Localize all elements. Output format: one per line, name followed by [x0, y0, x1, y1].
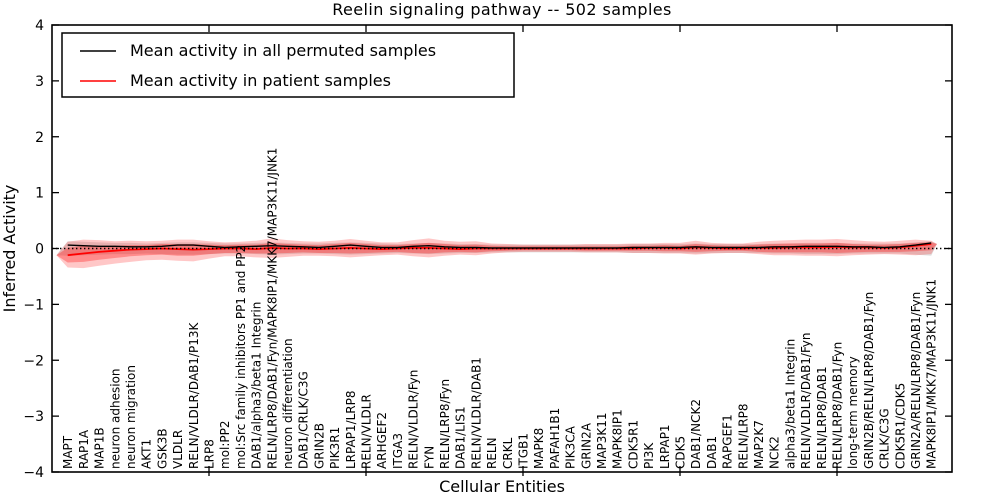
- y-tick-label: −1: [23, 297, 44, 313]
- x-entity-label: DAB1/NCK2: [689, 399, 703, 469]
- x-entity-label: VLDLR: [171, 430, 185, 469]
- x-entity-label: CDK5: [674, 436, 688, 469]
- x-entity-label: RELN/VLDLR/DAB1/P13K: [187, 322, 201, 469]
- permuted-mean-line: [67, 242, 932, 249]
- x-entity-label: RELN/LRP8/DAB1: [815, 366, 829, 469]
- x-entity-label: ARHGEF2: [375, 412, 389, 469]
- x-entity-label: RELN/LRP8: [736, 403, 750, 469]
- x-entity-label: neuron migration: [124, 365, 138, 469]
- x-entity-label: GRIN2B/RELN/LRP8/DAB1/Fyn: [862, 292, 876, 469]
- x-entity-label: ITGB1: [517, 433, 531, 469]
- chart-title: Reelin signaling pathway -- 502 samples: [332, 0, 672, 19]
- y-tick-label: −4: [23, 465, 44, 481]
- y-tick-label: 2: [35, 130, 44, 146]
- axes-frame: [51, 24, 953, 473]
- x-entity-label: RELN/LRP8/DAB1/Fyn/MAPK8IP1/MKK7/MAP3K11…: [265, 148, 279, 469]
- x-entity-label: RELN/VLDLR/Fyn: [407, 370, 421, 469]
- x-entity-label: PI3K: [642, 442, 656, 469]
- x-entity-label: ITGA3: [391, 433, 405, 469]
- x-entity-label: mol:PP2: [218, 420, 232, 469]
- x-entity-label: DAB1: [705, 436, 719, 469]
- x-entity-label: DAB1/alpha3/beta1 Integrin: [250, 302, 264, 469]
- legend-box: [61, 32, 515, 98]
- legend-label-patient-samples: Mean activity in patient samples: [130, 71, 391, 90]
- x-entity-label: MAPK8IP1: [611, 409, 625, 469]
- y-tick-label: 4: [35, 18, 44, 34]
- x-entity-label: mol:Src family inhibitors PP1 and PP2: [234, 245, 248, 469]
- y-tick-label: −3: [23, 409, 44, 425]
- x-entity-label: MAP2K7: [752, 420, 766, 469]
- x-entity-label: PIK3R1: [328, 427, 342, 469]
- y-axis-label: Inferred Activity: [0, 185, 19, 313]
- x-entity-label: RAP1A: [77, 429, 91, 469]
- x-entity-label: CDK5R1: [626, 420, 640, 469]
- y-tick-label: 0: [35, 242, 44, 258]
- x-entity-label: MAP3K11: [595, 412, 609, 469]
- x-entity-label: FYN: [422, 446, 436, 469]
- x-entity-label: RELN/VLDLR/DAB1/Fyn: [799, 333, 813, 469]
- x-entity-label: alpha3/beta1 Integrin: [783, 339, 797, 469]
- x-entity-label: RELN/VLDLR: [360, 394, 374, 469]
- x-entity-label: long-term memory: [846, 356, 860, 469]
- x-entity-label: GRIN2A: [579, 422, 593, 469]
- x-axis-label: Cellular Entities: [439, 477, 565, 496]
- x-entity-label: CDK5R1/CDK5: [893, 383, 907, 469]
- x-entity-label: MAPT: [61, 435, 75, 469]
- x-entity-label: neuron adhesion: [108, 368, 122, 469]
- x-entity-label: CRKL: [501, 437, 515, 469]
- legend-label-permuted-samples: Mean activity in all permuted samples: [130, 41, 436, 60]
- x-entity-label: DAB1/LIS1: [454, 406, 468, 469]
- x-entity-label: GSK3B: [155, 428, 169, 469]
- x-entity-label: LRPAP1: [658, 424, 672, 469]
- x-entity-label: MAPK8: [532, 428, 546, 469]
- plot-area: 4 3 2 1 0 −1 −2 −3 −4 MAPT RAP1A MAP1B neuron adhesi…: [23, 18, 952, 481]
- x-entity-label: RELN/LRP8/DAB1/Fyn: [831, 342, 845, 469]
- x-entity-label: RELN: [485, 437, 499, 469]
- x-entity-label: MAP1B: [93, 427, 107, 469]
- x-entity-label: LRP8: [203, 439, 217, 469]
- y-tick-label: 3: [35, 74, 44, 90]
- x-entity-label: NCK2: [768, 436, 782, 469]
- x-entity-label: PAFAH1B1: [548, 408, 562, 469]
- x-entity-label: GRIN2A/RELN/LRP8/DAB1/Fyn: [909, 292, 923, 469]
- x-entity-label: DAB1/CRLK/C3G: [297, 371, 311, 469]
- x-entity-label: MAPK8IP1/MKK7/MAP3K11/JNK1: [925, 279, 939, 469]
- y-tick-label: 1: [35, 186, 44, 202]
- x-entity-label: LRPAP1/LRP8: [344, 390, 358, 469]
- x-entity-label: CRLK/C3G: [878, 408, 892, 469]
- x-entity-label: neuron differentiation: [281, 338, 295, 469]
- x-entity-label: PIK3CA: [564, 425, 578, 469]
- x-entity-label: RAPGEF1: [721, 414, 735, 469]
- x-entity-label: RELN/LRP8/Fyn: [438, 379, 452, 469]
- legend: Mean activity in all permuted samples Me…: [61, 32, 515, 98]
- y-tick-label: −2: [23, 353, 44, 369]
- x-entity-label: RELN/VLDLR/DAB1: [469, 357, 483, 469]
- x-entity-label: GRIN2B: [312, 423, 326, 469]
- x-entity-label: AKT1: [140, 439, 154, 469]
